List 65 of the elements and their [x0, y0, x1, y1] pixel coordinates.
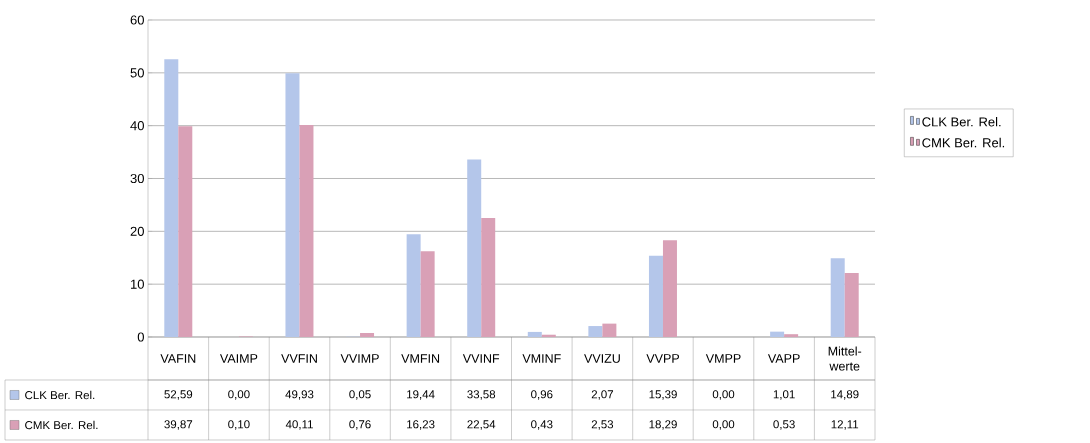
- data-label: 2,07: [591, 390, 614, 400]
- y-tick-label: 50: [130, 68, 144, 78]
- x-tick-label: VVINF: [462, 354, 500, 363]
- bar: [770, 331, 785, 337]
- data-label: 33,58: [467, 390, 496, 400]
- data-label: 12,11: [831, 420, 859, 430]
- x-tick-label: VVIMP: [340, 354, 379, 363]
- bar: [844, 273, 859, 337]
- data-label: 0,76: [349, 420, 371, 430]
- y-tick-label: 20: [130, 226, 144, 236]
- y-tick-label: 60: [130, 15, 144, 25]
- data-label: 0,43: [531, 420, 553, 430]
- y-tick-label: 30: [130, 173, 144, 184]
- bar: [602, 323, 617, 337]
- bar: [360, 332, 375, 337]
- bar: [481, 217, 496, 337]
- x-tick-label: VMFIN: [401, 354, 440, 363]
- data-label: 15,39: [649, 390, 677, 400]
- bar: [467, 159, 482, 337]
- bar: [648, 255, 663, 337]
- legend-label: CLK Ber. Rel.: [922, 116, 1001, 127]
- data-label: 52,59: [164, 390, 193, 400]
- data-label: 0,00: [712, 420, 735, 430]
- x-tick-label: VAIMP: [219, 354, 258, 363]
- text: CLK Ber. Rel.: [25, 390, 95, 400]
- x-tick-label: VVFIN: [281, 354, 317, 363]
- y-tick-label: 10: [131, 279, 144, 289]
- x-tick-label: VMPP: [705, 354, 741, 363]
- bar: [164, 59, 179, 337]
- text: CMK Ber. Rel.: [25, 420, 98, 430]
- data-label: 1,01: [773, 390, 795, 400]
- x-tick-label: VMINF: [522, 354, 561, 363]
- y-tick-label: 0: [137, 332, 144, 342]
- data-label: 18,29: [649, 420, 677, 430]
- data-label: 22,54: [467, 420, 496, 430]
- bar: [830, 258, 845, 337]
- legend-label: CMK Ber. Rel.: [922, 137, 1005, 148]
- bar: [527, 331, 542, 337]
- bar: [406, 234, 421, 337]
- data-label: 0,05: [349, 390, 371, 400]
- data-label: 2,53: [591, 420, 614, 430]
- bar: [299, 125, 314, 337]
- data-label: 49,93: [285, 390, 314, 400]
- bar: [420, 251, 435, 337]
- data-label: 0,00: [712, 390, 735, 400]
- data-label: 0,10: [228, 420, 250, 430]
- data-label: 0,96: [531, 390, 553, 400]
- data-label: 39,87: [164, 420, 193, 430]
- x-tick-label: VVIZU: [584, 354, 620, 363]
- data-label: 0,53: [773, 420, 795, 430]
- x-tick-label: VAFIN: [160, 354, 196, 363]
- data-label: 0,00: [228, 390, 250, 400]
- x-tick-label: VVPP: [646, 354, 680, 363]
- data-label: 19,44: [407, 390, 435, 400]
- bar: [178, 126, 193, 337]
- data-label: 40,11: [285, 420, 313, 430]
- bar: [588, 326, 603, 337]
- x-tick-label: VAPP: [767, 354, 800, 363]
- data-label: 14,89: [831, 390, 859, 400]
- y-tick-label: 40: [130, 121, 144, 131]
- x-tick-label: Mittel-werte: [828, 346, 862, 371]
- bar: [784, 334, 799, 337]
- bar: [285, 73, 300, 337]
- data-label: 16,23: [407, 420, 435, 430]
- bar: [662, 240, 677, 337]
